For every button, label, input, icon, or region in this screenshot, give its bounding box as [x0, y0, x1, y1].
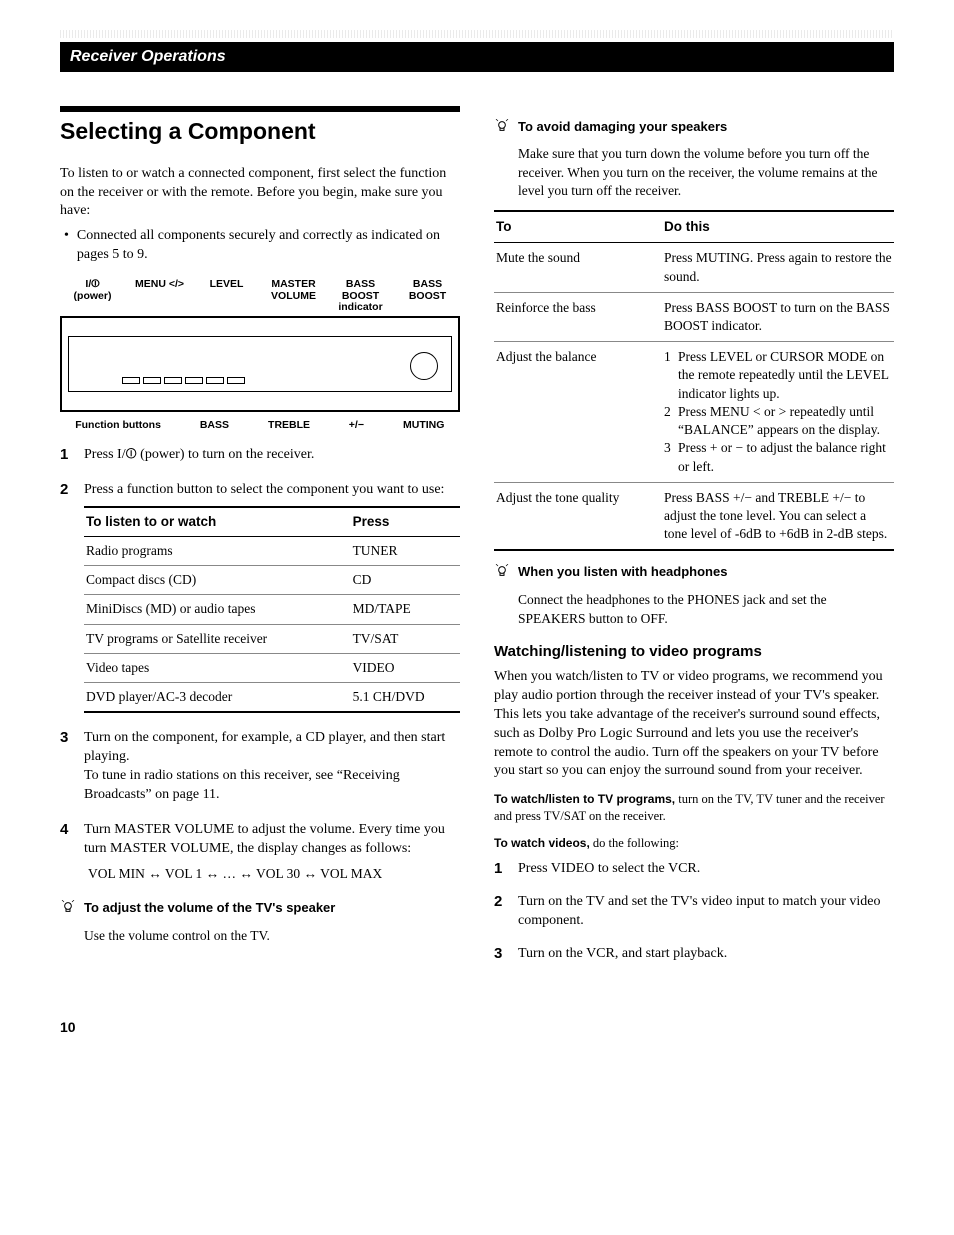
table-row: Radio programsTUNER: [84, 536, 460, 565]
table-row: Compact discs (CD)CD: [84, 566, 460, 595]
receiver-outline: [60, 316, 460, 412]
lead-videos: To watch videos, do the following:: [494, 835, 894, 852]
right-column: To avoid damaging your speakers Make sur…: [494, 106, 894, 978]
table-row: DVD player/AC-3 decoder5.1 CH/DVD: [84, 683, 460, 713]
section-header: Receiver Operations: [60, 42, 894, 72]
tip-speakers: To avoid damaging your speakers: [494, 118, 894, 142]
table-row: MiniDiscs (MD) or audio tapesMD/TAPE: [84, 595, 460, 624]
tip-speakers-body: Make sure that you turn down the volume …: [518, 145, 894, 200]
tip-icon: [494, 118, 510, 142]
table-row: Video tapesVIDEO: [84, 653, 460, 682]
receiver-diagram: I/⏼(power) MENU </> LEVEL MASTERVOLUME B…: [60, 279, 460, 432]
page-title: Selecting a Component: [60, 116, 460, 147]
table-row: TV programs or Satellite receiverTV/SAT: [84, 624, 460, 653]
tip-tv-volume-body: Use the volume control on the TV.: [84, 927, 460, 945]
step-4: Turn MASTER VOLUME to adjust the volume.…: [60, 821, 460, 883]
function-table: To listen to or watch Press Radio progra…: [84, 506, 460, 714]
tip-headphones: When you listen with headphones: [494, 563, 894, 587]
tip-icon: [494, 563, 510, 587]
volume-dial-icon: [410, 352, 438, 380]
page-number: 10: [60, 1018, 894, 1037]
table-row: Mute the soundPress MUTING. Press again …: [494, 243, 894, 292]
intro-paragraph: To listen to or watch a connected compon…: [60, 165, 460, 222]
table-row: Adjust the tone qualityPress BASS +/− an…: [494, 482, 894, 550]
lead-tv: To watch/listen to TV programs, turn on …: [494, 791, 894, 825]
bullet-item: Connected all components securely and co…: [64, 227, 460, 265]
operations-table: To Do this Mute the soundPress MUTING. P…: [494, 210, 894, 551]
video-paragraph: When you watch/listen to TV or video pro…: [494, 668, 894, 781]
title-rule: [60, 106, 460, 112]
section-header-text: Receiver Operations: [70, 48, 226, 65]
bullet-text: Connected all components securely and co…: [77, 227, 460, 265]
volume-sequence: VOL MIN ↔ VOL 1 ↔ … ↔ VOL 30 ↔ VOL MAX: [88, 865, 460, 883]
main-steps: Press I/⏼ (power) to turn on the receive…: [60, 446, 460, 883]
video-step-1: Press VIDEO to select the VCR.: [494, 860, 894, 879]
left-column: Selecting a Component To listen to or wa…: [60, 106, 460, 978]
tip-headphones-body: Connect the headphones to the PHONES jac…: [518, 591, 894, 627]
subheading-video: Watching/listening to video programs: [494, 642, 894, 662]
step-3: Turn on the component, for example, a CD…: [60, 729, 460, 805]
button-row-icon: [122, 377, 245, 384]
tip-icon: [60, 899, 76, 923]
step-1: Press I/⏼ (power) to turn on the receive…: [60, 446, 460, 465]
video-step-2: Turn on the TV and set the TV's video in…: [494, 893, 894, 931]
step-2: Press a function button to select the co…: [60, 481, 460, 713]
table-row: Reinforce the bassPress BASS BOOST to tu…: [494, 292, 894, 341]
video-step-3: Turn on the VCR, and start playback.: [494, 945, 894, 964]
tip-tv-volume: To adjust the volume of the TV's speaker: [60, 899, 460, 923]
video-steps: Press VIDEO to select the VCR. Turn on t…: [494, 860, 894, 964]
table-row: Adjust the balancePress LEVEL or CURSOR …: [494, 342, 894, 483]
